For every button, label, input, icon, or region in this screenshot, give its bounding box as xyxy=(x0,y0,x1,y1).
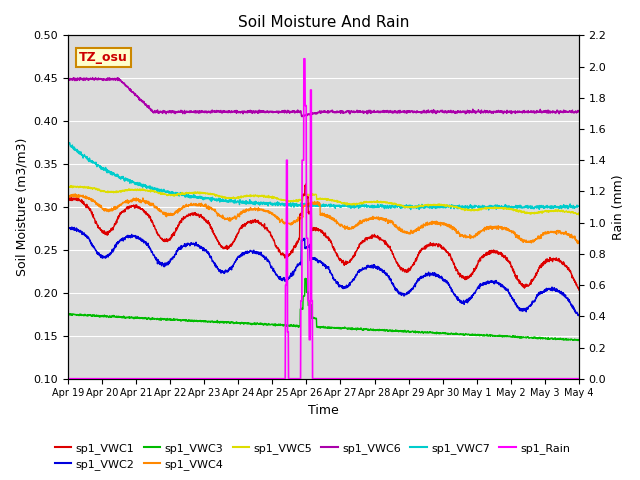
sp1_VWC2 xyxy=(560,291,568,297)
Title: Soil Moisture And Rain: Soil Moisture And Rain xyxy=(237,15,409,30)
Y-axis label: Rain (mm): Rain (mm) xyxy=(612,174,625,240)
sp1_VWC6 xyxy=(467,108,475,114)
Line: sp1_VWC3: sp1_VWC3 xyxy=(68,278,579,340)
sp1_VWC5 xyxy=(68,183,76,189)
Legend: sp1_VWC1, sp1_VWC2, sp1_VWC3, sp1_VWC4, sp1_VWC5, sp1_VWC6, sp1_VWC7, sp1_Rain: sp1_VWC1, sp1_VWC2, sp1_VWC3, sp1_VWC4, … xyxy=(51,438,575,474)
sp1_VWC7 xyxy=(313,203,321,208)
sp1_VWC4 xyxy=(575,239,582,244)
sp1_Rain xyxy=(575,376,582,382)
sp1_VWC6 xyxy=(561,109,568,115)
sp1_VWC7 xyxy=(467,204,474,210)
sp1_VWC7 xyxy=(65,140,72,145)
sp1_VWC1 xyxy=(560,261,568,266)
sp1_VWC2 xyxy=(90,245,98,251)
sp1_VWC3 xyxy=(574,337,582,343)
sp1_VWC1 xyxy=(302,181,310,187)
sp1_VWC2 xyxy=(561,292,568,298)
sp1_VWC3 xyxy=(560,336,568,342)
sp1_VWC4 xyxy=(467,236,474,241)
Line: sp1_VWC7: sp1_VWC7 xyxy=(68,143,579,210)
sp1_VWC5 xyxy=(300,192,307,198)
Line: sp1_Rain: sp1_Rain xyxy=(68,59,579,379)
sp1_VWC3 xyxy=(575,337,582,343)
sp1_VWC4 xyxy=(561,229,568,235)
sp1_Rain xyxy=(90,376,98,382)
sp1_VWC6 xyxy=(64,75,72,81)
sp1_VWC2 xyxy=(575,312,582,318)
Line: sp1_VWC2: sp1_VWC2 xyxy=(68,227,579,315)
sp1_VWC6 xyxy=(313,110,321,116)
Line: sp1_VWC1: sp1_VWC1 xyxy=(68,184,579,290)
sp1_VWC1 xyxy=(64,198,72,204)
sp1_VWC4 xyxy=(313,201,321,206)
sp1_VWC4 xyxy=(300,202,307,208)
sp1_VWC1 xyxy=(313,225,321,231)
sp1_VWC5 xyxy=(560,209,568,215)
sp1_VWC3 xyxy=(64,312,72,318)
sp1_VWC5 xyxy=(64,184,72,190)
sp1_VWC5 xyxy=(467,207,474,213)
sp1_VWC3 xyxy=(467,332,474,338)
sp1_VWC7 xyxy=(300,201,307,207)
sp1_VWC2 xyxy=(64,227,72,232)
X-axis label: Time: Time xyxy=(308,404,339,417)
sp1_VWC7 xyxy=(561,203,568,209)
sp1_VWC4 xyxy=(72,191,79,197)
sp1_Rain xyxy=(467,376,474,382)
sp1_VWC6 xyxy=(298,114,306,120)
sp1_VWC5 xyxy=(561,209,568,215)
sp1_Rain xyxy=(299,157,307,163)
sp1_VWC3 xyxy=(302,276,310,281)
sp1_VWC2 xyxy=(68,224,76,230)
sp1_Rain xyxy=(560,376,568,382)
sp1_VWC6 xyxy=(561,108,568,114)
sp1_VWC1 xyxy=(561,260,568,266)
sp1_VWC3 xyxy=(313,324,321,330)
sp1_VWC3 xyxy=(561,337,568,343)
sp1_VWC2 xyxy=(575,312,582,318)
sp1_Rain xyxy=(300,56,308,61)
sp1_VWC7 xyxy=(485,207,493,213)
sp1_VWC5 xyxy=(313,197,321,203)
sp1_Rain xyxy=(64,376,72,382)
sp1_Rain xyxy=(313,376,321,382)
sp1_VWC4 xyxy=(573,240,581,246)
sp1_VWC4 xyxy=(90,199,98,204)
sp1_VWC5 xyxy=(575,210,582,216)
sp1_VWC6 xyxy=(300,111,307,117)
sp1_VWC2 xyxy=(467,295,474,300)
Line: sp1_VWC6: sp1_VWC6 xyxy=(68,78,579,117)
Line: sp1_VWC4: sp1_VWC4 xyxy=(68,194,579,243)
sp1_VWC2 xyxy=(300,237,307,242)
sp1_VWC1 xyxy=(90,215,98,221)
sp1_VWC6 xyxy=(575,109,582,115)
sp1_VWC4 xyxy=(560,230,568,236)
sp1_VWC1 xyxy=(575,287,582,293)
sp1_VWC7 xyxy=(575,203,582,209)
sp1_VWC3 xyxy=(90,313,98,319)
Y-axis label: Soil Moisture (m3/m3): Soil Moisture (m3/m3) xyxy=(15,138,28,276)
sp1_VWC1 xyxy=(299,192,307,198)
sp1_VWC3 xyxy=(299,306,307,312)
sp1_VWC7 xyxy=(561,204,568,210)
sp1_VWC6 xyxy=(89,75,97,81)
sp1_VWC6 xyxy=(90,77,98,83)
sp1_VWC4 xyxy=(64,194,72,200)
sp1_VWC5 xyxy=(90,185,98,191)
sp1_VWC2 xyxy=(313,258,321,264)
sp1_Rain xyxy=(561,376,568,382)
sp1_VWC7 xyxy=(90,160,98,166)
sp1_VWC1 xyxy=(467,273,474,279)
Text: TZ_osu: TZ_osu xyxy=(79,51,128,64)
sp1_VWC5 xyxy=(575,212,582,217)
sp1_VWC7 xyxy=(64,140,72,145)
Line: sp1_VWC5: sp1_VWC5 xyxy=(68,186,579,215)
